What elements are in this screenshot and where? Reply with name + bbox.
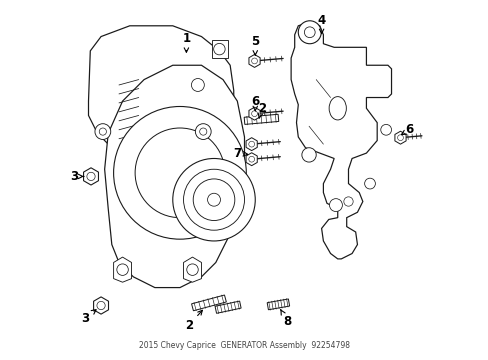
Circle shape bbox=[380, 125, 391, 135]
Circle shape bbox=[117, 264, 128, 275]
Text: 3: 3 bbox=[81, 310, 96, 325]
Circle shape bbox=[304, 27, 314, 38]
Circle shape bbox=[364, 178, 375, 189]
Polygon shape bbox=[113, 257, 131, 282]
Circle shape bbox=[329, 199, 342, 212]
Polygon shape bbox=[212, 40, 228, 58]
Polygon shape bbox=[248, 54, 260, 67]
Polygon shape bbox=[191, 295, 226, 311]
Circle shape bbox=[298, 21, 321, 44]
Circle shape bbox=[95, 124, 110, 139]
Circle shape bbox=[213, 43, 224, 55]
Text: 5: 5 bbox=[251, 35, 259, 55]
Text: 7: 7 bbox=[233, 147, 247, 159]
Circle shape bbox=[248, 156, 254, 162]
Circle shape bbox=[251, 58, 257, 64]
Polygon shape bbox=[245, 138, 257, 150]
Polygon shape bbox=[183, 257, 201, 282]
Polygon shape bbox=[93, 297, 108, 314]
Text: 3: 3 bbox=[70, 170, 83, 183]
Text: 2: 2 bbox=[184, 310, 202, 332]
Polygon shape bbox=[248, 107, 260, 120]
Circle shape bbox=[301, 148, 316, 162]
Text: 6: 6 bbox=[401, 123, 413, 136]
Circle shape bbox=[195, 124, 211, 139]
Circle shape bbox=[97, 301, 105, 310]
Text: 2: 2 bbox=[257, 102, 265, 118]
Ellipse shape bbox=[328, 96, 346, 120]
Circle shape bbox=[251, 111, 257, 117]
Circle shape bbox=[397, 135, 403, 141]
Circle shape bbox=[248, 141, 254, 147]
Circle shape bbox=[183, 169, 244, 230]
Circle shape bbox=[343, 197, 352, 206]
Polygon shape bbox=[245, 153, 257, 166]
Polygon shape bbox=[290, 22, 391, 259]
Polygon shape bbox=[88, 26, 233, 180]
Polygon shape bbox=[394, 131, 405, 144]
Circle shape bbox=[199, 128, 206, 135]
Text: 8: 8 bbox=[280, 310, 291, 328]
Circle shape bbox=[113, 107, 246, 239]
Polygon shape bbox=[83, 168, 98, 185]
Circle shape bbox=[186, 264, 198, 275]
Polygon shape bbox=[244, 114, 278, 125]
Text: 4: 4 bbox=[317, 14, 325, 33]
Polygon shape bbox=[215, 301, 241, 313]
Circle shape bbox=[193, 179, 234, 221]
Circle shape bbox=[87, 172, 95, 181]
Circle shape bbox=[135, 128, 224, 218]
Text: 1: 1 bbox=[182, 32, 190, 52]
Text: 2015 Chevy Caprice  GENERATOR Assembly  92254798: 2015 Chevy Caprice GENERATOR Assembly 92… bbox=[139, 341, 349, 350]
Polygon shape bbox=[266, 299, 289, 310]
Circle shape bbox=[191, 78, 204, 91]
Polygon shape bbox=[104, 65, 244, 288]
Circle shape bbox=[99, 128, 106, 135]
Text: 6: 6 bbox=[251, 95, 259, 111]
Circle shape bbox=[172, 158, 255, 241]
Circle shape bbox=[207, 193, 220, 206]
